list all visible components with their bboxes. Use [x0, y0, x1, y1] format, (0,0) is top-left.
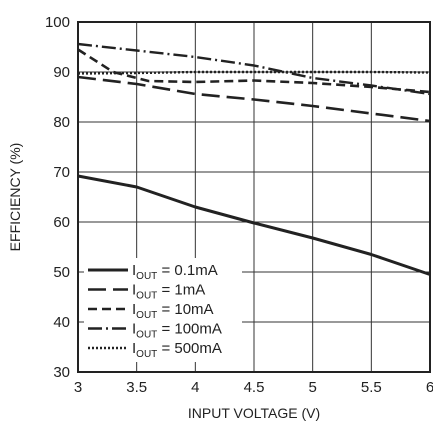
y-tick-label: 30 [53, 364, 70, 381]
plot-frame [77, 21, 431, 373]
y-tick-label: 40 [53, 314, 70, 331]
x-axis-title: INPUT VOLTAGE (V) [188, 405, 320, 421]
series-line-5 [77, 70, 431, 75]
legend-label-5: IOUT = 500mA [132, 340, 222, 360]
y-tick-label: 60 [53, 214, 70, 231]
series-line-4 [77, 42, 431, 96]
x-tick-label: 5.5 [361, 379, 382, 396]
series-line-1 [77, 174, 431, 276]
y-tick-label: 90 [53, 64, 70, 81]
series-line-2 [77, 75, 431, 123]
legend-label-3: IOUT = 10mA [132, 301, 214, 321]
x-tick-label: 3 [74, 379, 82, 396]
tick-labels: 3 3.5 4 4.5 5 5.5 6 30 40 50 60 70 80 90 100 [45, 14, 433, 396]
y-tick-label: 70 [53, 164, 70, 181]
y-axis-title: EFFICIENCY (%) [7, 143, 23, 252]
legend-label-1: IOUT = 0.1mA [132, 262, 218, 282]
x-tick-label: 5 [308, 379, 316, 396]
series-lines [77, 42, 431, 276]
y-tick-label: 80 [53, 114, 70, 131]
y-tick-label: 100 [45, 14, 70, 31]
x-tick-label: 6 [426, 379, 433, 396]
y-tick-label: 50 [53, 264, 70, 281]
x-tick-label: 4.5 [244, 379, 265, 396]
legend-label-2: IOUT = 1mA [132, 282, 205, 302]
x-tick-label: 4 [191, 379, 199, 396]
legend-label-4: IOUT = 100mA [132, 321, 222, 341]
x-tick-label: 3.5 [126, 379, 147, 396]
